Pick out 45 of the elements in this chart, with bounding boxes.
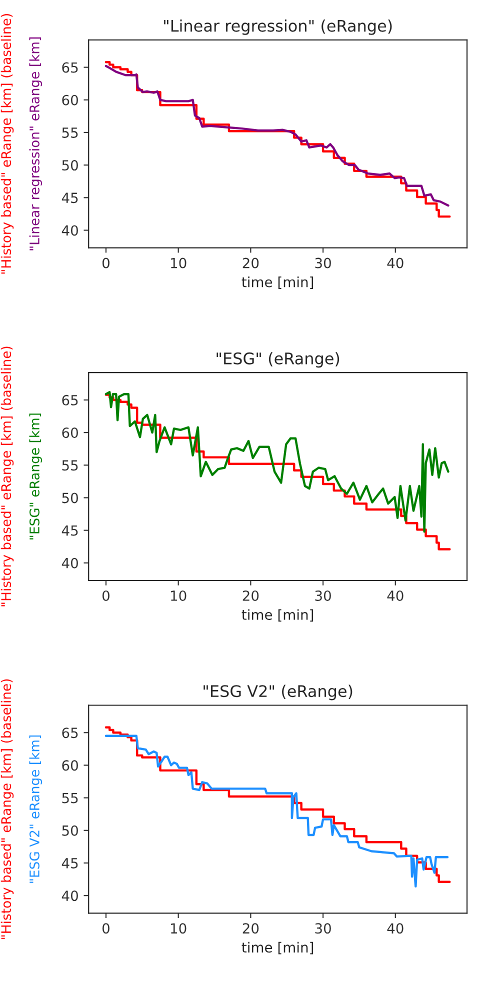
y-tick-label: 40 bbox=[62, 558, 78, 568]
y-tick-label: 60 bbox=[62, 760, 78, 771]
y-tick-label: 65 bbox=[62, 394, 78, 406]
x-tick-label: 20 bbox=[242, 590, 259, 601]
text: "Linear regression" eRange [km] bbox=[29, 37, 42, 250]
y-tick-label: 55 bbox=[62, 460, 78, 471]
chart-title: "Linear regression" (eRange) bbox=[164, 19, 392, 35]
y-tick-label: 40 bbox=[62, 225, 78, 236]
x-tick-label: 30 bbox=[315, 258, 331, 268]
y-tick-label: 50 bbox=[62, 492, 78, 504]
y-tick-label: 45 bbox=[62, 192, 78, 204]
x-tick-label: 20 bbox=[242, 923, 259, 934]
x-axis-title: time [min] bbox=[242, 942, 314, 954]
text: "ESG" eRange [km] bbox=[29, 414, 42, 540]
x-axis-title: time [min] bbox=[242, 276, 314, 289]
text: "ESG V2" eRange [km] bbox=[29, 735, 42, 883]
y-tick-label: 65 bbox=[62, 728, 78, 738]
text: "History based" eRange [km] (baseline) bbox=[0, 679, 14, 939]
x-tick-label: 40 bbox=[387, 258, 404, 268]
y-tick-label: 45 bbox=[62, 858, 78, 868]
x-tick-label: 20 bbox=[242, 258, 259, 268]
x-tick-label: 40 bbox=[387, 923, 404, 934]
x-tick-label: 10 bbox=[171, 923, 186, 934]
x-tick-label: 30 bbox=[315, 923, 331, 934]
chart-title: "ESG V2" (eRange) bbox=[204, 684, 352, 700]
text: "History based" eRange [km] (baseline) bbox=[0, 14, 14, 274]
y-tick-label: 60 bbox=[62, 428, 78, 438]
x-tick-label: 0 bbox=[102, 590, 110, 601]
y-tick-label: 60 bbox=[62, 94, 78, 106]
y-tick-label: 40 bbox=[62, 890, 78, 902]
y-tick-label: 50 bbox=[62, 825, 78, 836]
x-tick-label: 10 bbox=[171, 258, 186, 268]
x-tick-label: 40 bbox=[387, 590, 404, 601]
chart-title: "ESG" (eRange) bbox=[216, 352, 340, 368]
y-tick-label: 50 bbox=[62, 160, 78, 171]
x-tick-label: 30 bbox=[315, 590, 331, 601]
x-tick-label: 0 bbox=[102, 923, 110, 934]
y-tick-label: 65 bbox=[62, 62, 78, 73]
x-axis-title: time [min] bbox=[242, 609, 314, 622]
y-tick-label: 55 bbox=[62, 792, 78, 804]
y-tick-label: 45 bbox=[62, 525, 78, 536]
x-tick-label: 10 bbox=[171, 590, 186, 601]
text: "History based" eRange [km] (baseline) bbox=[0, 346, 14, 606]
x-tick-label: 0 bbox=[102, 258, 110, 268]
y-tick-label: 55 bbox=[62, 128, 78, 138]
